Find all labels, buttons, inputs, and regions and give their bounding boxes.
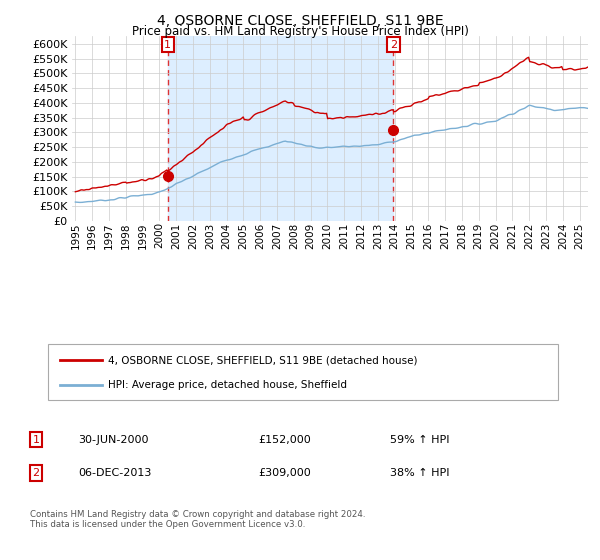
Text: 59% ↑ HPI: 59% ↑ HPI [390, 435, 449, 445]
Text: 06-DEC-2013: 06-DEC-2013 [78, 468, 151, 478]
Text: 1: 1 [32, 435, 40, 445]
Text: 4, OSBORNE CLOSE, SHEFFIELD, S11 9BE: 4, OSBORNE CLOSE, SHEFFIELD, S11 9BE [157, 14, 443, 28]
Text: 2: 2 [32, 468, 40, 478]
Text: £152,000: £152,000 [258, 435, 311, 445]
Text: 2: 2 [390, 40, 397, 50]
Text: 38% ↑ HPI: 38% ↑ HPI [390, 468, 449, 478]
Text: £309,000: £309,000 [258, 468, 311, 478]
Bar [168, 36, 394, 221]
Text: Price paid vs. HM Land Registry's House Price Index (HPI): Price paid vs. HM Land Registry's House … [131, 25, 469, 38]
Text: HPI: Average price, detached house, Sheffield: HPI: Average price, detached house, Shef… [108, 380, 347, 390]
Text: 4, OSBORNE CLOSE, SHEFFIELD, S11 9BE (detached house): 4, OSBORNE CLOSE, SHEFFIELD, S11 9BE (de… [108, 355, 418, 365]
Text: 1: 1 [164, 40, 172, 50]
Text: Contains HM Land Registry data © Crown copyright and database right 2024.
This d: Contains HM Land Registry data © Crown c… [30, 510, 365, 529]
Text: 30-JUN-2000: 30-JUN-2000 [78, 435, 149, 445]
